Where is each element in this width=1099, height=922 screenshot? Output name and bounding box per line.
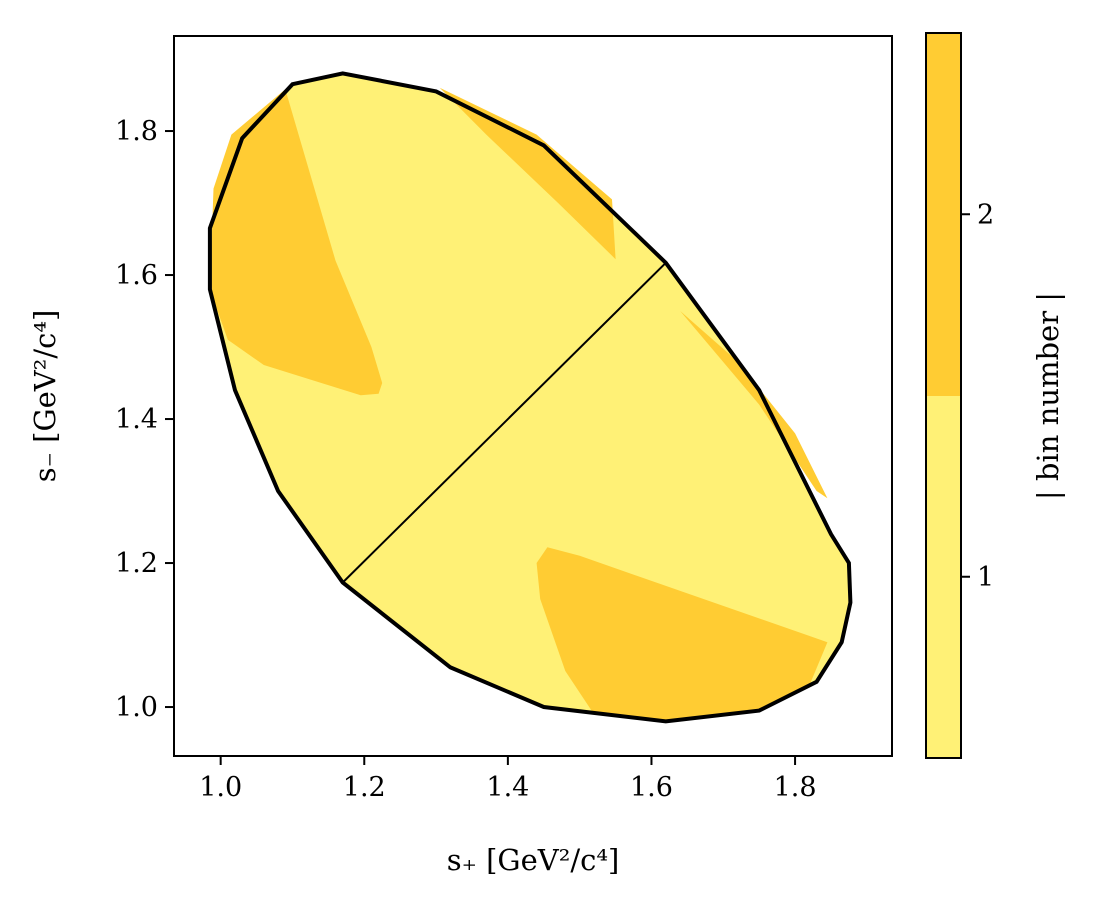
bin-2-region-3 <box>439 87 616 260</box>
colorbar-bin-1-swatch <box>926 396 961 758</box>
x-tick-label: 1.0 <box>199 772 242 803</box>
y-axis-label: s₋ [GeV²/c⁴] <box>28 310 62 483</box>
phase-space-boundary <box>207 71 853 724</box>
x-tick-label: 1.6 <box>630 772 673 803</box>
y-tick-label: 1.0 <box>115 692 158 723</box>
y-tick-label: 1.2 <box>115 548 158 579</box>
bin-divider-line <box>342 262 667 584</box>
x-axis-ticks: 1.0 1.2 1.4 1.6 1.8 <box>199 756 817 803</box>
colorbar-label: | bin number | <box>1031 292 1065 500</box>
y-axis-ticks: 1.0 1.2 1.4 1.6 1.8 <box>115 116 174 723</box>
bin-2-region-1 <box>209 89 383 396</box>
colorbar-tick-label: 2 <box>977 199 994 230</box>
y-tick-label: 1.4 <box>115 404 158 435</box>
colorbar-bin-2-swatch <box>926 33 961 396</box>
bin-2-region-2 <box>536 547 828 722</box>
x-tick-label: 1.2 <box>343 772 386 803</box>
x-axis-label: s₊ [GeV²/c⁴] <box>447 843 620 877</box>
phase-space-region <box>207 71 853 724</box>
x-tick-label: 1.4 <box>486 772 529 803</box>
colorbar-frame <box>925 32 962 759</box>
colorbar: 12 | bin number | <box>925 32 1065 759</box>
colorbar-tick-label: 1 <box>977 562 994 593</box>
plot-area: 1.0 1.2 1.4 1.6 1.8 1.0 1.2 1.4 1.6 1.8 s₊ [GeV²… <box>28 35 893 877</box>
colorbar-ticks: 12 <box>961 199 994 593</box>
x-tick-label: 1.8 <box>774 772 817 803</box>
y-tick-label: 1.8 <box>115 116 158 147</box>
y-tick-label: 1.6 <box>115 260 158 291</box>
plot-frame <box>173 35 893 757</box>
